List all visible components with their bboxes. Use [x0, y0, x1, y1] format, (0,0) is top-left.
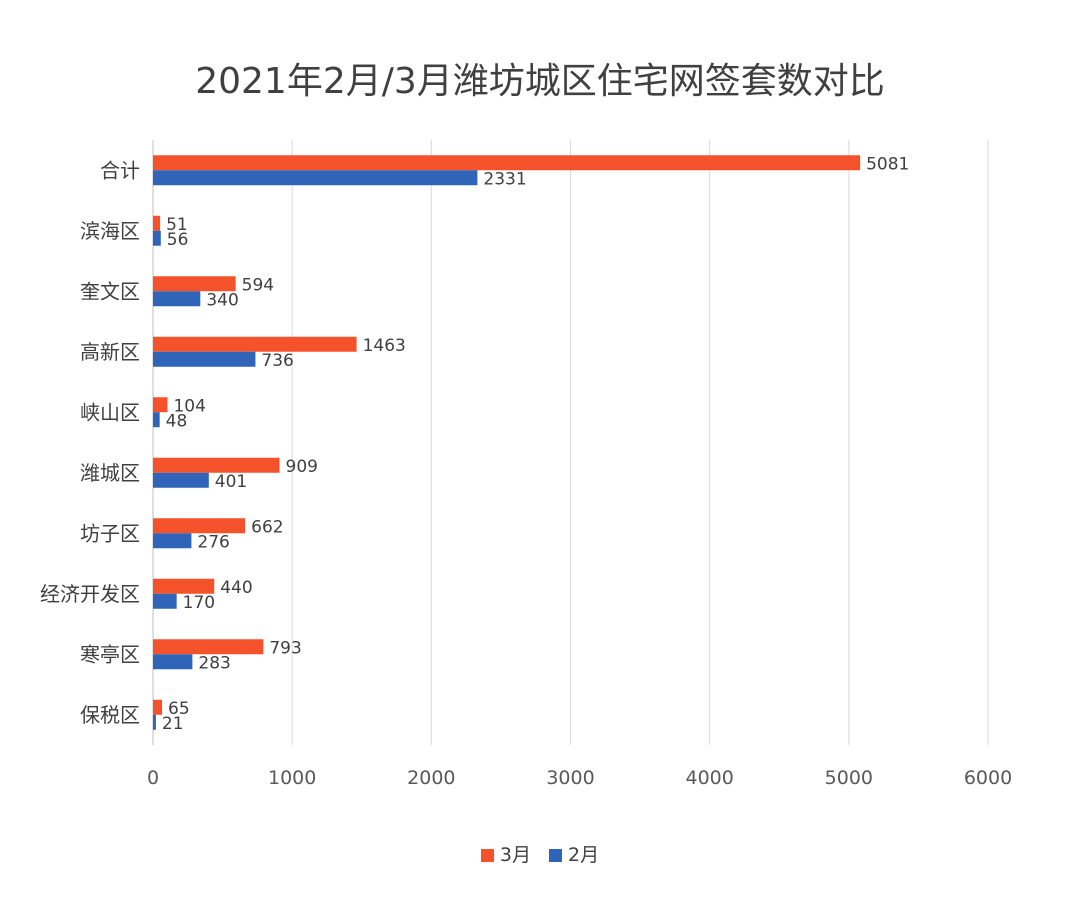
legend-item-february: 2月	[549, 840, 599, 867]
bar-february	[153, 654, 193, 670]
bar-march	[153, 215, 161, 231]
data-label: 51	[166, 215, 188, 235]
data-label: 909	[286, 457, 318, 477]
data-label: 5081	[866, 154, 909, 174]
x-tick-label: 3000	[546, 767, 594, 789]
x-tick-label: 1000	[268, 767, 316, 789]
x-tick-label: 5000	[825, 767, 873, 789]
bar-february	[153, 472, 209, 488]
category-label: 奎文区	[80, 279, 140, 303]
chart-title: 2021年2月/3月潍坊城区住宅网签套数对比	[195, 61, 885, 102]
bar-march	[153, 578, 215, 594]
legend: 3月 2月	[0, 840, 1080, 867]
x-tick-label: 6000	[964, 767, 1012, 789]
category-label: 坊子区	[80, 521, 140, 545]
data-label: 48	[166, 411, 188, 431]
data-label: 283	[198, 653, 230, 673]
bar-march	[153, 518, 246, 534]
category-label: 寒亭区	[80, 642, 140, 666]
data-label: 21	[162, 714, 184, 734]
data-label: 662	[251, 517, 283, 537]
bar-february	[153, 170, 478, 186]
data-label: 56	[167, 230, 189, 250]
category-label: 滨海区	[80, 219, 140, 243]
data-label: 440	[220, 578, 252, 598]
x-tick-label: 2000	[407, 767, 455, 789]
value-axis-tick-labels: 0 1000 2000 3000 4000 5000 6000	[147, 767, 1012, 789]
legend-item-march: 3月	[480, 840, 531, 867]
data-label: 65	[168, 699, 190, 719]
legend-label-february: 2月	[568, 844, 600, 866]
bar-february	[153, 533, 192, 549]
x-tick-label: 4000	[685, 767, 733, 789]
data-label: 276	[197, 532, 229, 552]
bar-february	[153, 351, 256, 367]
bar-march	[153, 397, 168, 413]
bar-march	[153, 155, 861, 171]
data-label: 594	[242, 275, 274, 295]
data-label: 104	[173, 396, 205, 416]
data-label: 170	[183, 593, 215, 613]
bar-march	[153, 457, 280, 473]
legend-swatch-march	[480, 849, 494, 862]
data-label: 2331	[483, 169, 526, 189]
bar-february	[153, 412, 160, 428]
category-label: 峡山区	[80, 400, 140, 424]
category-label: 保税区	[80, 703, 140, 727]
bar-february	[153, 714, 156, 730]
bar-march	[153, 639, 264, 655]
category-label: 潍城区	[80, 461, 140, 485]
category-label: 高新区	[80, 340, 140, 364]
data-label: 1463	[363, 336, 406, 356]
bar-february	[153, 291, 201, 307]
bar-march	[153, 336, 357, 352]
bar-march	[153, 699, 163, 715]
category-label: 经济开发区	[40, 582, 140, 606]
data-label: 793	[269, 638, 301, 658]
bars	[153, 155, 861, 730]
category-label: 合计	[100, 158, 140, 182]
bar-march	[153, 276, 236, 292]
bar-february	[153, 593, 177, 609]
x-tick-label: 0	[147, 767, 159, 789]
bar-february	[153, 230, 161, 246]
data-label: 340	[206, 290, 238, 310]
legend-swatch-february	[549, 849, 563, 862]
data-label: 736	[261, 351, 293, 371]
legend-label-march: 3月	[499, 844, 531, 866]
data-label: 401	[215, 472, 247, 492]
